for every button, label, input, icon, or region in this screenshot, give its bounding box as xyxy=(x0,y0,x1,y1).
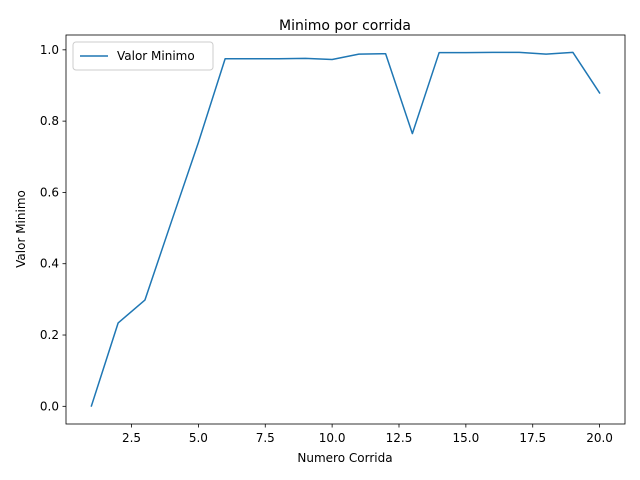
chart-title: Minimo por corrida xyxy=(279,18,411,34)
plot-frame xyxy=(65,34,626,425)
x-tick-label: 7.5 xyxy=(256,431,275,445)
y-tick-label: 0.0 xyxy=(40,399,59,413)
plot-area xyxy=(66,35,625,424)
y-axis-label: Valor Minimo xyxy=(14,190,28,268)
x-axis-ticks: 2.5 5.0 7.5 10.0 12.5 15.0 17.5 20.0 xyxy=(122,424,613,445)
x-axis-label: Numero Corrida xyxy=(297,451,392,465)
y-tick-label: 0.2 xyxy=(40,328,59,342)
legend-box xyxy=(72,41,214,71)
series-layer xyxy=(90,51,601,407)
y-tick-label: 0.8 xyxy=(40,114,59,128)
x-tick-label: 2.5 xyxy=(122,431,141,445)
x-tick-label: 12.5 xyxy=(386,431,413,445)
series-line xyxy=(90,51,601,407)
x-tick-label: 5.0 xyxy=(189,431,208,445)
legend-label: Valor Minimo xyxy=(117,49,195,63)
legend: Valor Minimo xyxy=(72,41,214,71)
x-tick-label: 17.5 xyxy=(519,431,546,445)
x-tick-label: 15.0 xyxy=(452,431,479,445)
y-tick-label: 0.6 xyxy=(40,185,59,199)
y-tick-label: 0.4 xyxy=(40,257,59,271)
x-tick-label: 20.0 xyxy=(586,431,613,445)
x-tick-label: 10.0 xyxy=(319,431,346,445)
y-axis-ticks: 0.0 0.2 0.4 0.6 0.8 1.0 xyxy=(40,43,66,413)
y-tick-label: 1.0 xyxy=(40,43,59,57)
